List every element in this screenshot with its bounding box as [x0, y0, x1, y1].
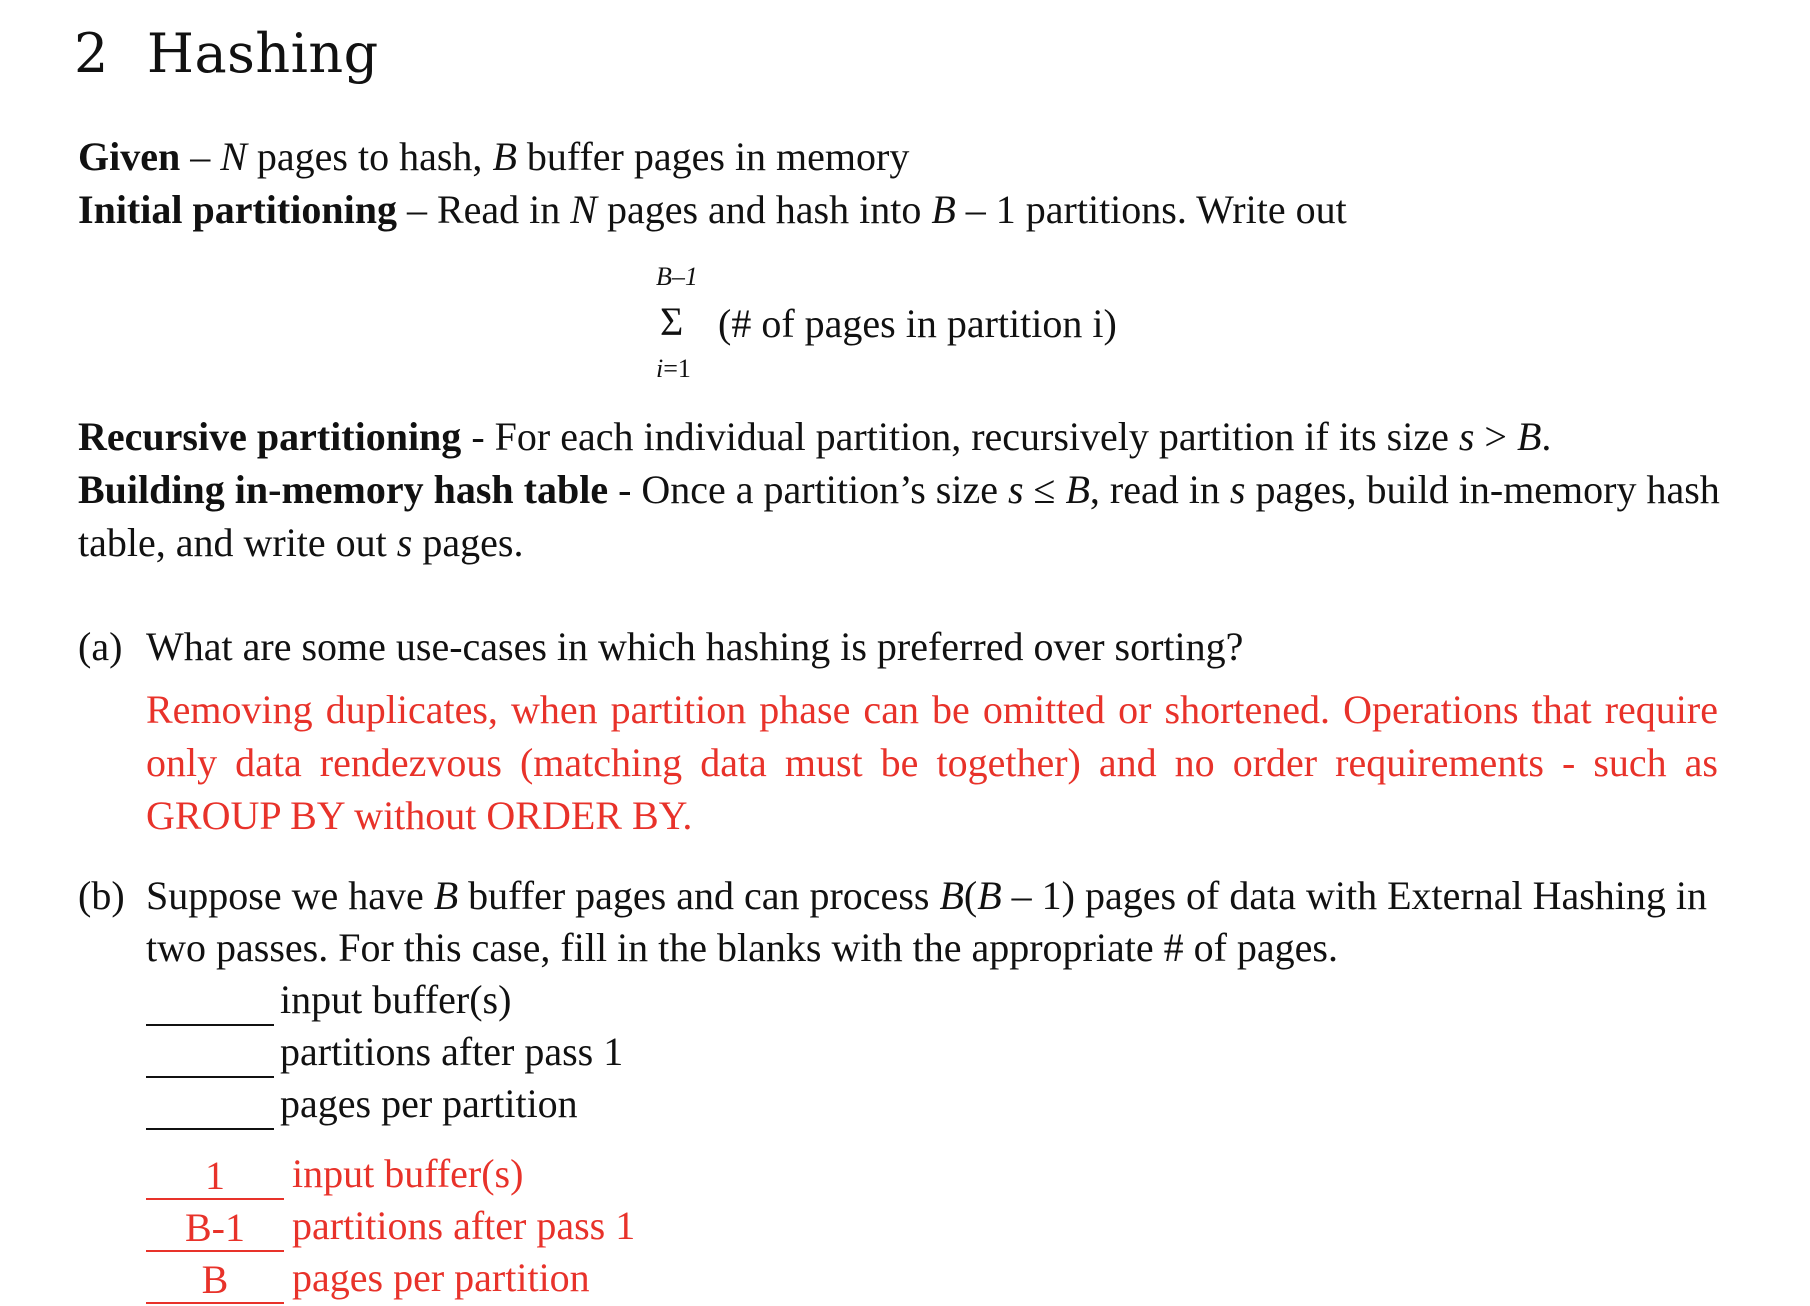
definition-term: Given	[78, 134, 181, 179]
definition-initial-partitioning: Initial partitioning – Read in N pages a…	[78, 187, 1347, 232]
definition-recursive-partitioning: Recursive partitioning - For each indivi…	[78, 414, 1552, 459]
definition-term: Initial partitioning	[78, 187, 397, 232]
fill-in-blank-row: input buffer(s)	[146, 974, 1718, 1026]
answer-blanks: 1 input buffer(s) B-1 partitions after pas…	[146, 1148, 635, 1304]
blank-label: input buffer(s)	[280, 977, 512, 1022]
summation-upper-bound: B–1	[656, 262, 698, 291]
section-title: Hashing	[146, 22, 379, 85]
question-label: (a)	[78, 624, 123, 669]
summation-sigma: Σ	[660, 299, 684, 344]
blank-line[interactable]	[146, 1036, 274, 1078]
definition-term: Recursive partitioning	[78, 414, 462, 459]
answer-text: Removing duplicates, when partition phas…	[146, 687, 1718, 838]
fill-in-blank-row: pages per partition	[146, 1078, 1718, 1130]
definition-term: Building in-memory hash table	[78, 467, 609, 512]
question-b: (b) Suppose we have B buffer pages and c…	[78, 870, 1718, 1130]
answer-label: pages per partition	[292, 1255, 590, 1300]
summation-lower-bound: i=1	[656, 354, 691, 383]
summation-body: (# of pages in partition i)	[718, 301, 1117, 346]
summation-formula: B–1 Σ i=1 (# of pages in partition i)	[652, 262, 1252, 392]
answer-row: B-1 partitions after pass 1	[146, 1200, 635, 1252]
blank-line[interactable]	[146, 984, 274, 1026]
section-heading: 2 Hashing	[74, 22, 379, 85]
answer-row: 1 input buffer(s)	[146, 1148, 635, 1200]
question-text: Suppose we have B buffer pages and can p…	[146, 873, 1708, 970]
answer-value: B	[146, 1258, 284, 1304]
fill-in-blank-row: partitions after pass 1	[146, 1026, 1718, 1078]
blank-label: partitions after pass 1	[280, 1029, 624, 1074]
blank-label: pages per partition	[280, 1081, 578, 1126]
answer-value: 1	[146, 1154, 284, 1200]
question-text: What are some use-cases in which hashing…	[146, 624, 1244, 669]
section-number: 2	[74, 22, 109, 85]
question-label: (b)	[78, 873, 125, 918]
answer-value: B-1	[146, 1206, 284, 1252]
blank-line[interactable]	[146, 1088, 274, 1130]
answer-label: input buffer(s)	[292, 1151, 524, 1196]
answer-label: partitions after pass 1	[292, 1203, 636, 1248]
definition-given: Given – N pages to hash, B buffer pages …	[78, 134, 910, 179]
definitions-block-2: Recursive partitioning - For each indivi…	[78, 410, 1728, 569]
question-a: (a) What are some use-cases in which has…	[78, 620, 1718, 842]
definitions-block: Given – N pages to hash, B buffer pages …	[78, 130, 1728, 236]
definition-building-hash-table: Building in-memory hash table - Once a p…	[78, 467, 1720, 565]
